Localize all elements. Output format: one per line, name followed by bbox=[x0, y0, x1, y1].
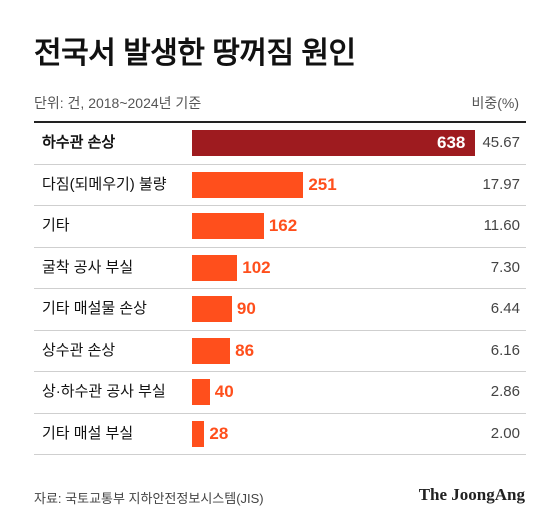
category-label: 기타 bbox=[42, 217, 70, 234]
category-label: 기타 매설 부실 bbox=[42, 424, 134, 442]
bar-row: 다짐(되메우기) 불량 251 17.97 bbox=[34, 165, 526, 205]
unit-note: 단위: 건, 2018~2024년 기준 bbox=[34, 95, 202, 111]
row-divider bbox=[34, 412, 526, 414]
bar bbox=[192, 337, 231, 364]
category-label: 기타 매설물 손상 bbox=[42, 300, 147, 317]
header-divider bbox=[34, 121, 526, 123]
bar bbox=[192, 379, 210, 405]
bar-row: 기타 162 11.60 bbox=[34, 206, 526, 246]
bar bbox=[192, 296, 232, 322]
bar bbox=[192, 254, 238, 281]
ratio-label: 17.97 bbox=[482, 175, 520, 193]
ratio-label: 7.30 bbox=[490, 258, 520, 276]
bar-row: 기타 매설물 손상 90 6.44 bbox=[34, 289, 526, 329]
row-divider bbox=[34, 329, 526, 331]
value-label: 162 bbox=[268, 216, 298, 235]
chart-title: 전국서 발생한 땅꺼짐 원인 bbox=[34, 37, 356, 70]
value-label: 86 bbox=[235, 340, 255, 360]
category-label: 상·하수관 공사 부실 bbox=[42, 383, 166, 400]
row-divider bbox=[34, 454, 526, 455]
bar bbox=[192, 213, 264, 239]
bar bbox=[192, 130, 475, 156]
bar-row: 기타 매설 부실 28 2.00 bbox=[34, 414, 526, 454]
row-divider bbox=[34, 163, 526, 165]
ratio-column-header: 비중(%) bbox=[471, 95, 519, 111]
ratio-label: 6.16 bbox=[490, 341, 520, 359]
row-divider bbox=[34, 246, 526, 248]
ratio-label: 45.67 bbox=[482, 134, 520, 151]
ratio-label: 2.00 bbox=[490, 424, 520, 442]
category-label: 상수관 손상 bbox=[42, 341, 116, 359]
category-label: 굴착 공사 부실 bbox=[42, 258, 134, 276]
ratio-label: 6.44 bbox=[490, 300, 520, 317]
bar-row: 굴착 공사 부실 102 7.30 bbox=[34, 248, 526, 288]
row-divider bbox=[34, 371, 526, 372]
value-label: 102 bbox=[242, 257, 271, 277]
bar-row: 상수관 손상 86 6.16 bbox=[34, 331, 526, 371]
value-label: 251 bbox=[308, 174, 337, 194]
category-label: 다짐(되메우기) 불량 bbox=[42, 175, 167, 193]
value-label: 90 bbox=[236, 299, 256, 318]
value-label: 28 bbox=[209, 423, 229, 443]
bar-row: 하수관 손상 638 45.67 bbox=[34, 123, 526, 163]
bar-row: 상·하수관 공사 부실 40 2.86 bbox=[34, 372, 526, 412]
row-divider bbox=[34, 205, 526, 206]
brand-logo: The JoongAng bbox=[418, 485, 525, 504]
bar bbox=[192, 420, 205, 447]
source-note: 자료: 국토교통부 지하안전정보시스템(JIS) bbox=[34, 491, 264, 506]
category-label: 하수관 손상 bbox=[42, 134, 116, 151]
row-divider bbox=[34, 288, 526, 289]
ratio-label: 2.86 bbox=[490, 383, 520, 400]
value-label: 40 bbox=[214, 382, 234, 401]
bar bbox=[192, 171, 304, 198]
ratio-label: 11.60 bbox=[483, 217, 520, 234]
value-label: 638 bbox=[437, 133, 466, 152]
